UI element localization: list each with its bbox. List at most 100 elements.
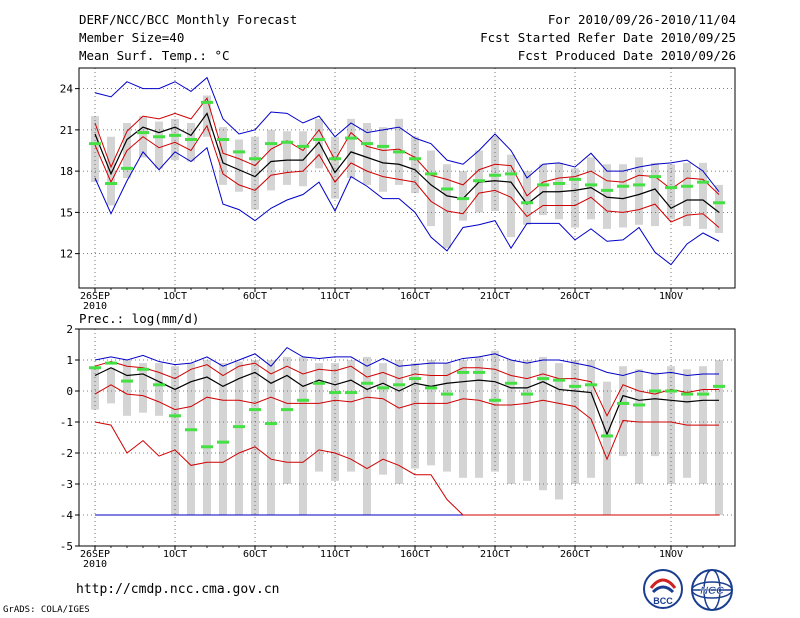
member-dash <box>697 392 709 396</box>
ensemble-box <box>427 360 435 466</box>
ensemble-box <box>667 164 675 220</box>
y-tick-label: -5 <box>60 540 73 553</box>
member-dash <box>169 414 181 418</box>
member-dash <box>361 381 373 385</box>
member-dash <box>713 384 725 388</box>
ensemble-box <box>219 363 227 515</box>
member-dash <box>393 150 405 154</box>
member-dash <box>89 142 101 146</box>
ensemble-box <box>523 171 531 225</box>
member-dash <box>345 391 357 395</box>
ncc-logo: NCC <box>691 569 733 611</box>
variable-label: Mean Surf. Temp.: °C <box>79 48 230 64</box>
ensemble-box <box>187 363 195 515</box>
ensemble-box <box>443 164 451 249</box>
ensemble-box <box>523 360 531 481</box>
member-dash <box>441 392 453 396</box>
x-tick-label: 26OCT <box>560 549 590 560</box>
ensemble-box <box>315 363 323 472</box>
member-dash <box>89 366 101 370</box>
temperature-panel: 12 15 18 21 24 26SEP 1OCT 6OCT 11OCT 16OCT 21OCT 26… <box>60 67 736 312</box>
ensemble-box <box>379 363 387 475</box>
y-tick-label: 1 <box>66 354 73 367</box>
ensemble-box <box>715 184 723 233</box>
ensemble-box <box>91 367 99 410</box>
ensemble-box <box>139 363 147 413</box>
member-dash <box>105 182 117 185</box>
x-tick-label: 11OCT <box>320 549 350 560</box>
mean-line <box>94 367 719 437</box>
x-tick-label: 16OCT <box>400 291 430 302</box>
ensemble-box <box>171 366 179 515</box>
member-dash <box>153 383 165 387</box>
member-dash <box>361 142 373 146</box>
ensemble-box <box>299 356 307 515</box>
member-dash <box>345 136 357 140</box>
ensemble-box <box>107 367 115 404</box>
source-url[interactable]: http://cmdp.ncc.cma.gov.cn <box>76 582 280 597</box>
x-tick-label: 6OCT <box>243 549 267 560</box>
max-line <box>94 76 720 193</box>
ensemble-box <box>635 369 643 484</box>
member-dash <box>633 183 645 187</box>
ensemble-box <box>347 118 355 178</box>
ensemble-box <box>203 360 211 515</box>
y-tick-label: 0 <box>66 385 73 398</box>
member-dash <box>665 186 677 190</box>
member-dash <box>473 370 485 374</box>
member-dash <box>617 184 629 188</box>
fcst-produced-date: Fcst Produced Date 2010/09/26 <box>517 48 736 63</box>
y-tick-label: -1 <box>60 416 73 429</box>
member-dash <box>105 361 117 365</box>
member-dash <box>329 391 341 395</box>
max-line <box>94 346 719 377</box>
ensemble-box <box>347 360 355 472</box>
ensemble-box <box>555 363 563 500</box>
member-dash <box>649 389 661 393</box>
member-dash <box>425 172 437 176</box>
member-dash <box>489 398 501 402</box>
ensemble-box <box>251 136 259 210</box>
ensemble-box <box>155 121 163 169</box>
ensemble-box <box>651 372 659 457</box>
x-year-label: 2010 <box>83 559 107 570</box>
mean-line <box>94 112 720 213</box>
member-dash <box>617 401 629 405</box>
p10-line <box>94 384 719 461</box>
member-dash <box>649 175 661 179</box>
member-dash <box>329 157 341 161</box>
member-dash <box>201 445 213 449</box>
member-dash <box>281 140 293 144</box>
ensemble-box <box>331 136 339 199</box>
variable-unit: °C <box>214 48 230 63</box>
member-dash <box>521 201 533 205</box>
ensemble-box <box>219 127 227 185</box>
member-dash <box>457 197 469 201</box>
forecast-period: For 2010/09/26-2010/11/04 <box>547 12 736 27</box>
x-tick-label: 1NOV <box>659 549 683 560</box>
ensemble-box <box>539 356 547 491</box>
y-tick-label: 15 <box>60 206 73 219</box>
fcst-started-date: Fcst Started Refer Date 2010/09/25 <box>480 30 736 45</box>
ensemble-box <box>363 356 371 515</box>
member-dash <box>569 384 581 388</box>
bcc-logo-text: BCC <box>653 596 673 606</box>
x-tick-label: 26OCT <box>560 291 590 302</box>
p90-line <box>94 361 719 417</box>
member-dash <box>601 434 613 438</box>
member-dash <box>489 173 501 177</box>
x-year-label: 2010 <box>83 301 107 312</box>
x-tick-label: 1NOV <box>659 291 683 302</box>
ensemble-box <box>91 116 99 183</box>
min-line <box>94 421 719 516</box>
member-dash <box>713 201 725 205</box>
member-size-label: Member Size=40 <box>79 30 185 45</box>
chart-title: DERF/NCC/BCC Monthly Forecast <box>79 12 298 27</box>
bcc-logo: BCC <box>643 569 683 609</box>
member-dash <box>313 138 325 141</box>
member-dash <box>681 392 693 396</box>
member-dash <box>553 182 565 185</box>
member-dash <box>409 157 421 161</box>
ensemble-box <box>619 164 627 228</box>
